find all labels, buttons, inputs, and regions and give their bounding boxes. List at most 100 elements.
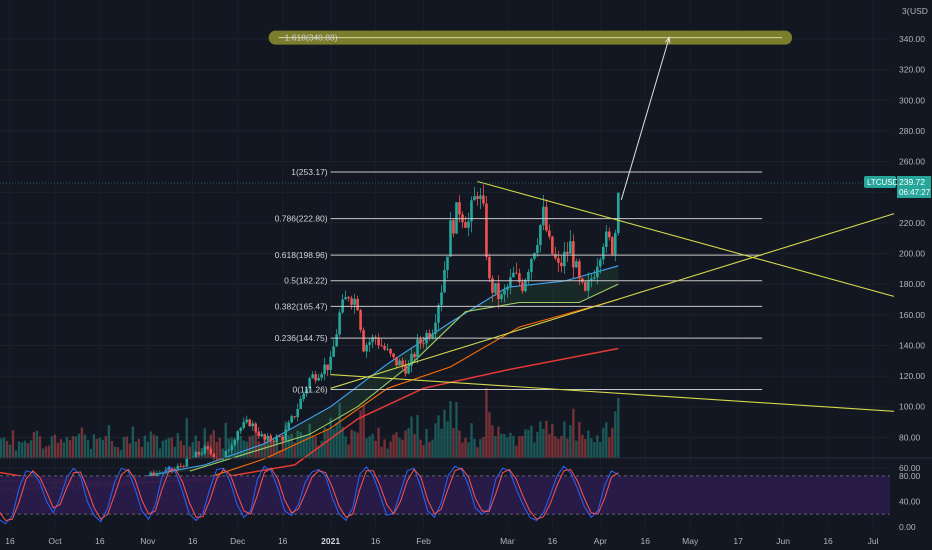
candle-body[interactable] [593, 277, 596, 279]
candle-body[interactable] [179, 465, 183, 467]
candle-body[interactable] [527, 272, 530, 280]
trendlines[interactable] [330, 36, 895, 412]
candle-body[interactable] [572, 241, 575, 268]
candle-body[interactable] [167, 467, 171, 470]
candle-body[interactable] [206, 446, 210, 449]
candle-body[interactable] [470, 200, 473, 222]
candle-body[interactable] [275, 436, 278, 443]
candle-body[interactable] [437, 305, 440, 323]
candle-body[interactable] [575, 261, 578, 268]
candle-body[interactable] [149, 472, 153, 477]
candle-body[interactable] [458, 202, 461, 215]
candle-body[interactable] [260, 434, 264, 437]
candle-body[interactable] [287, 422, 290, 430]
candle-body[interactable] [278, 436, 281, 438]
candle-body[interactable] [613, 232, 617, 255]
candle-body[interactable] [335, 334, 338, 347]
candle-body[interactable] [305, 388, 308, 394]
candle-body[interactable] [290, 416, 293, 423]
candle-body[interactable] [548, 230, 551, 237]
candle-body[interactable] [464, 222, 467, 228]
candle-body[interactable] [329, 356, 332, 371]
candle-body[interactable] [347, 297, 350, 299]
candle-body[interactable] [587, 280, 590, 291]
candle-body[interactable] [476, 196, 479, 200]
candle-body[interactable] [152, 472, 156, 477]
candle-body[interactable] [221, 458, 225, 460]
candle-body[interactable] [245, 419, 249, 423]
candle-body[interactable] [263, 434, 267, 440]
candle-body[interactable] [509, 277, 512, 287]
candle-body[interactable] [176, 465, 180, 470]
candle-body[interactable] [542, 206, 545, 226]
candle-body[interactable] [488, 256, 491, 279]
candle-body[interactable] [383, 346, 386, 350]
candle-body[interactable] [203, 446, 207, 454]
candle-body[interactable] [254, 423, 258, 432]
candle-body[interactable] [218, 458, 222, 460]
candle-body[interactable] [616, 192, 620, 233]
candle-body[interactable] [194, 452, 198, 458]
time-axis[interactable]: 16 Oct 16 Nov 16 Dec 16 2021 16 Feb Mar 16 Apr 16 May 1… [5, 536, 878, 546]
candle-body[interactable] [182, 465, 186, 467]
candle-body[interactable] [506, 286, 509, 290]
candle-body[interactable] [248, 419, 252, 427]
candle-body[interactable] [392, 353, 395, 358]
candle-body[interactable] [536, 245, 539, 254]
candle-body[interactable] [155, 473, 159, 477]
candle-body[interactable] [416, 339, 419, 358]
candle-body[interactable] [284, 429, 287, 441]
candle-body[interactable] [227, 450, 231, 452]
candle-body[interactable] [365, 344, 368, 352]
ascending-support-trendline[interactable] [330, 213, 895, 389]
candle-body[interactable] [398, 360, 401, 366]
candle-body[interactable] [599, 259, 602, 267]
candle-body[interactable] [317, 377, 320, 381]
candle-body[interactable] [380, 345, 383, 347]
candle-body[interactable] [578, 261, 581, 279]
candle-body[interactable] [302, 393, 305, 399]
descending-resistance-trendline[interactable] [477, 180, 895, 297]
candle-body[interactable] [449, 220, 452, 257]
candle-body[interactable] [482, 195, 485, 204]
candle-body[interactable] [215, 458, 219, 459]
candle-body[interactable] [584, 282, 587, 291]
candle-body[interactable] [320, 374, 323, 378]
candle-body[interactable] [353, 298, 356, 305]
candle-body[interactable] [485, 203, 488, 257]
candle-body[interactable] [533, 253, 536, 259]
candle-body[interactable] [611, 237, 614, 255]
candle-body[interactable] [608, 231, 611, 238]
candle-body[interactable] [563, 251, 566, 267]
candle-body[interactable] [524, 279, 527, 292]
candle-body[interactable] [359, 310, 362, 331]
candle-body[interactable] [308, 378, 311, 389]
candle-body[interactable] [497, 283, 500, 300]
candle-body[interactable] [332, 346, 335, 357]
price-axis[interactable]: 340.00320.00300.00280.00260.00240.00220.… [899, 34, 925, 473]
candle-body[interactable] [356, 298, 359, 311]
candle-body[interactable] [251, 423, 255, 427]
candle-body[interactable] [422, 343, 425, 344]
candle-body[interactable] [605, 231, 608, 247]
candle-body[interactable] [515, 272, 518, 274]
price-tag[interactable]: LTCUSD 239.72 06:47:27 [864, 176, 931, 198]
candle-body[interactable] [323, 364, 326, 375]
candle-body[interactable] [434, 322, 437, 334]
candle-body[interactable] [197, 452, 201, 455]
candle-body[interactable] [560, 262, 563, 267]
candle-body[interactable] [428, 332, 431, 338]
candle-body[interactable] [239, 427, 243, 432]
candle-body[interactable] [377, 338, 380, 346]
candle-body[interactable] [242, 422, 246, 428]
candle-body[interactable] [362, 330, 365, 352]
candle-body[interactable] [230, 445, 234, 451]
lower-descending-trendline[interactable] [330, 373, 895, 412]
candle-body[interactable] [233, 440, 237, 446]
candle-body[interactable] [530, 258, 533, 273]
candle-body[interactable] [500, 294, 503, 300]
candle-body[interactable] [557, 258, 560, 263]
candle-body[interactable] [296, 409, 299, 418]
candle-body[interactable] [161, 472, 165, 474]
candle-body[interactable] [371, 336, 374, 343]
